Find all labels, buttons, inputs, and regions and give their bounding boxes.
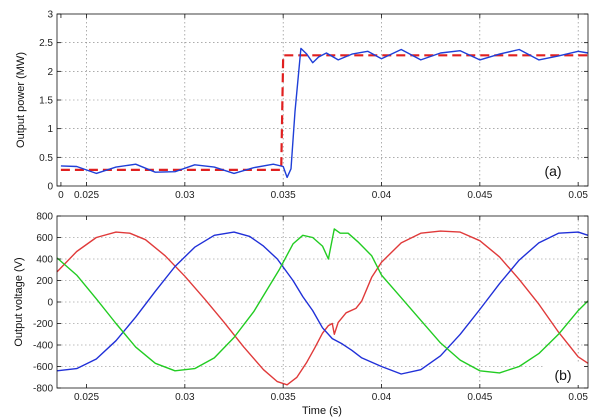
panel-b-y-tick-label: -200 [33,319,53,330]
panel-a-x-ticks: 0 0.025 0.03 0.035 0.04 0.045 0.05 [58,14,588,201]
panel-b-x-axis-label: Time (s) [302,405,342,417]
panel-b-y-tick-label: 400 [36,255,53,266]
panel-b-output-voltage: 0.025 0.03 0.035 0.04 0.045 0.05 -800 -600 -400… [13,212,589,417]
panel-a-x-tick-label: 0.045 [467,190,492,201]
panel-b-y-tick-label: 0 [47,298,53,309]
panel-a-x-tick-label: 0.04 [372,190,392,201]
panel-a-y-tick-label: 0 [47,182,53,193]
panel-b-x-tick-label: 0.035 [271,392,296,403]
panel-b-y-tick-label: -600 [33,362,53,373]
panel-a-label: (a) [544,163,561,179]
panel-a-x-tick-label: 0.03 [175,190,195,201]
panel-a-x-tick-label: 0 [58,190,64,201]
panel-a-y-ticks: 0 0.5 1 1.5 2 2.5 3 [39,10,588,193]
panel-a-x-tick-label: 0.025 [74,190,99,201]
panel-b-x-tick-label: 0.045 [467,392,492,403]
panel-b-y-ticks: -800 -600 -400 -200 0 200 400 600 800 [33,212,588,395]
panel-a-x-tick-label: 0.035 [271,190,296,201]
panel-a-y-tick-label: 2.5 [39,38,53,49]
panel-a-y-tick-label: 1 [47,124,53,135]
panel-b-series [56,228,589,386]
panel-b-x-tick-label: 0.04 [372,392,392,403]
panel-a-y-tick-label: 0.5 [39,153,53,164]
panel-b-y-tick-label: 200 [36,276,53,287]
panel-b-series-line-1 [56,230,589,386]
panel-b-label-box [544,364,584,385]
panel-b-y-tick-label: 600 [36,233,53,244]
panel-b-x-tick-label: 0.05 [568,392,588,403]
panel-a-y-tick-label: 3 [47,10,53,21]
panel-b-series-line-3 [56,228,589,374]
panel-b-y-tick-label: -400 [33,341,53,352]
panel-b-y-tick-label: -800 [33,384,53,395]
panel-a-output-power: 0 0.025 0.03 0.035 0.04 0.045 0.05 0 0.5 1 1.5 2 2.… [15,10,589,201]
panel-b-y-axis-label: Output voltage (V) [13,257,25,346]
panel-a-x-tick-label: 0.05 [568,190,588,201]
panel-a-grid [57,14,588,186]
panel-b-x-tick-label: 0.025 [74,392,99,403]
panel-a-y-tick-label: 1.5 [39,96,53,107]
panel-b-y-tick-label: 800 [36,212,53,223]
panel-a-label-box [522,160,584,182]
panel-b-label: (b) [554,367,571,383]
panel-a-series [60,47,589,179]
panel-b-x-ticks: 0.025 0.03 0.035 0.04 0.045 0.05 [74,216,588,403]
panel-b-x-tick-label: 0.03 [175,392,195,403]
panel-a-series-line-2 [60,47,589,179]
panel-a-y-tick-label: 2 [47,67,53,78]
panel-a-y-axis-label: Output power (MW) [15,52,27,148]
panel-b-series-line-2 [56,231,589,375]
panel-b-grid [57,216,588,388]
